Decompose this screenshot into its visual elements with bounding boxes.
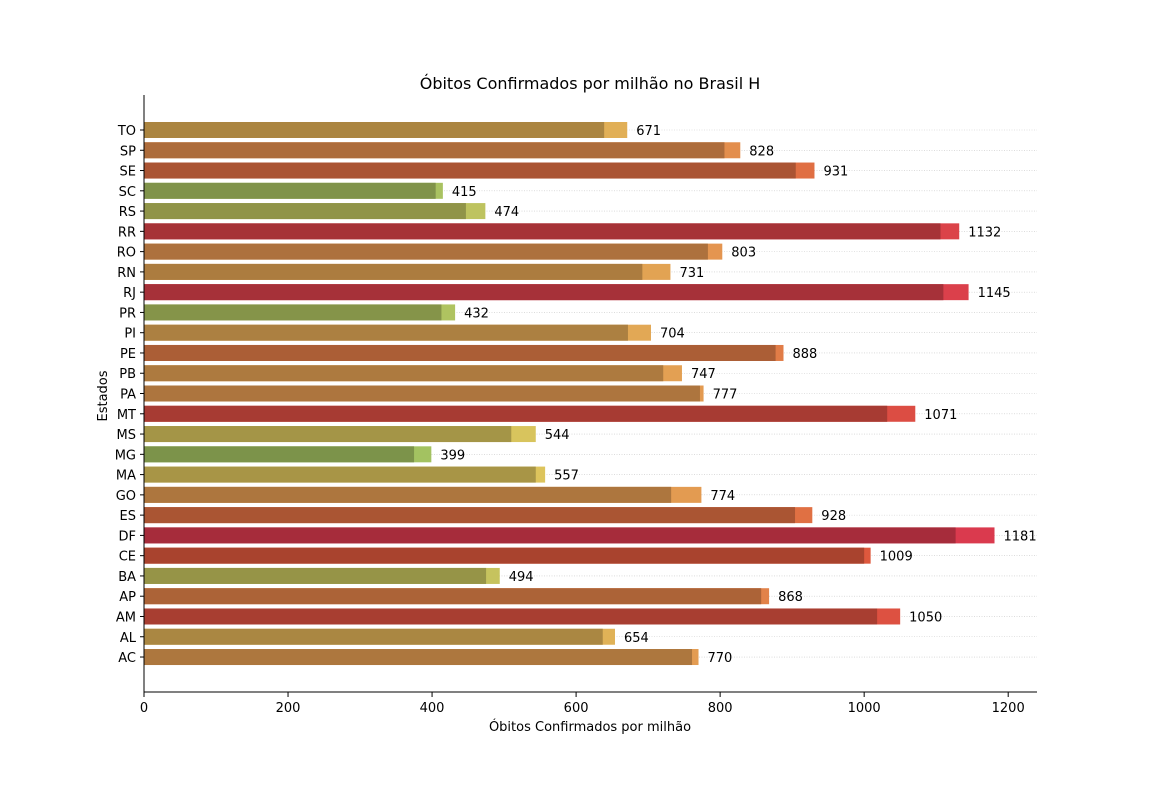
chart-title: Óbitos Confirmados por milhão no Brasil …: [420, 74, 761, 93]
bar-previous-ms: [144, 426, 512, 443]
y-tick-label-ce: CE: [119, 550, 136, 565]
y-tick-label-df: DF: [119, 529, 137, 544]
bar-previous-se: [144, 162, 796, 179]
value-label-rs: 474: [494, 205, 519, 220]
y-tick-label-rj: RJ: [123, 286, 136, 301]
bar-previous-ba: [144, 567, 487, 584]
bar-previous-pb: [144, 365, 664, 382]
bar-previous-pa: [144, 385, 700, 402]
bar-previous-ap: [144, 588, 762, 605]
value-label-se: 931: [823, 165, 848, 180]
value-label-pa: 777: [713, 388, 738, 403]
bar-previous-am: [144, 608, 878, 625]
bar-previous-rn: [144, 263, 643, 280]
bar-previous-pe: [144, 344, 776, 361]
y-tick-labels: TO SP SE SC RS RR RO RN RJ PR PI PE PB PA MT MS MG MA GO ES…: [115, 124, 144, 666]
value-label-to: 671: [636, 124, 661, 139]
y-tick-label-rr: RR: [118, 225, 136, 240]
bar-previous-pi: [144, 324, 628, 341]
x-tick-label-800: 800: [708, 701, 733, 716]
bar-previous-mg: [144, 446, 415, 463]
value-label-rn: 731: [679, 266, 704, 281]
y-tick-label-es: ES: [120, 509, 136, 524]
bar-previous-ro: [144, 243, 708, 260]
bar-previous-rs: [144, 203, 466, 220]
bar-previous-mt: [144, 405, 888, 422]
value-label-ac: 770: [708, 651, 733, 666]
bar-previous-to: [144, 122, 605, 138]
y-tick-label-pb: PB: [119, 367, 136, 382]
y-tick-label-ap: AP: [119, 590, 136, 605]
y-tick-label-go: GO: [116, 489, 136, 504]
bar-previous-es: [144, 507, 796, 524]
y-tick-label-ms: MS: [117, 428, 136, 443]
bar-previous-sp: [144, 142, 725, 159]
y-tick-label-mt: MT: [117, 408, 136, 423]
x-tick-label-400: 400: [420, 701, 445, 716]
y-tick-label-mg: MG: [115, 448, 136, 463]
bars: [144, 122, 995, 666]
y-tick-label-sp: SP: [120, 144, 136, 159]
value-label-ms: 544: [545, 428, 570, 443]
bar-previous-ce: [144, 547, 865, 564]
y-tick-label-pa: PA: [120, 388, 136, 403]
y-tick-label-to: TO: [117, 124, 136, 139]
y-tick-label-am: AM: [116, 610, 136, 625]
value-label-am: 1050: [909, 610, 942, 625]
value-label-pr: 432: [464, 306, 489, 321]
value-label-ma: 557: [554, 469, 579, 484]
value-label-rr: 1132: [968, 225, 1001, 240]
y-tick-label-pe: PE: [120, 347, 136, 362]
value-label-es: 928: [821, 509, 846, 524]
y-tick-label-ma: MA: [116, 469, 136, 484]
bar-previous-al: [144, 628, 603, 645]
value-label-go: 774: [710, 489, 735, 504]
value-label-rj: 1145: [978, 286, 1011, 301]
y-tick-label-se: SE: [120, 165, 136, 180]
bar-previous-ma: [144, 466, 536, 483]
value-labels: 671 828 931 415 474 1132 803 731 1145 432 704 888 74…: [440, 124, 1036, 666]
y-tick-label-al: AL: [120, 631, 137, 646]
bar-previous-pr: [144, 304, 442, 321]
value-label-ce: 1009: [880, 550, 913, 565]
x-tick-label-0: 0: [140, 701, 148, 716]
bar-previous-sc: [144, 182, 436, 199]
bar-previous-rr: [144, 223, 941, 240]
value-label-pi: 704: [660, 327, 685, 342]
value-label-pb: 747: [691, 367, 716, 382]
x-axis-label: Óbitos Confirmados por milhão: [489, 719, 691, 735]
x-tick-label-1200: 1200: [992, 701, 1025, 716]
x-tick-labels: 0 200 400 600 800 1000 1200: [140, 692, 1025, 716]
bar-previous-ac: [144, 649, 693, 666]
bar-previous-rj: [144, 284, 944, 301]
value-label-df: 1181: [1004, 529, 1037, 544]
value-label-mg: 399: [440, 448, 465, 463]
y-tick-label-sc: SC: [119, 185, 136, 200]
y-tick-label-rs: RS: [119, 205, 136, 220]
value-label-sp: 828: [749, 144, 774, 159]
value-label-pe: 888: [793, 347, 818, 362]
bar-previous-df: [144, 527, 956, 544]
x-tick-label-1000: 1000: [848, 701, 881, 716]
value-label-ap: 868: [778, 590, 803, 605]
x-tick-label-600: 600: [564, 701, 589, 716]
y-tick-label-pi: PI: [124, 327, 136, 342]
y-tick-label-pr: PR: [119, 306, 136, 321]
value-label-mt: 1071: [924, 408, 957, 423]
y-tick-label-rn: RN: [117, 266, 136, 281]
y-axis-label: Estados: [96, 370, 111, 421]
y-tick-label-ac: AC: [118, 651, 136, 666]
bar-previous-go: [144, 486, 672, 503]
value-label-sc: 415: [452, 185, 477, 200]
y-tick-label-ro: RO: [117, 246, 136, 261]
value-label-ba: 494: [509, 570, 534, 585]
value-label-ro: 803: [731, 246, 756, 261]
x-tick-label-200: 200: [276, 701, 301, 716]
value-label-al: 654: [624, 631, 649, 646]
y-tick-label-ba: BA: [118, 570, 136, 585]
